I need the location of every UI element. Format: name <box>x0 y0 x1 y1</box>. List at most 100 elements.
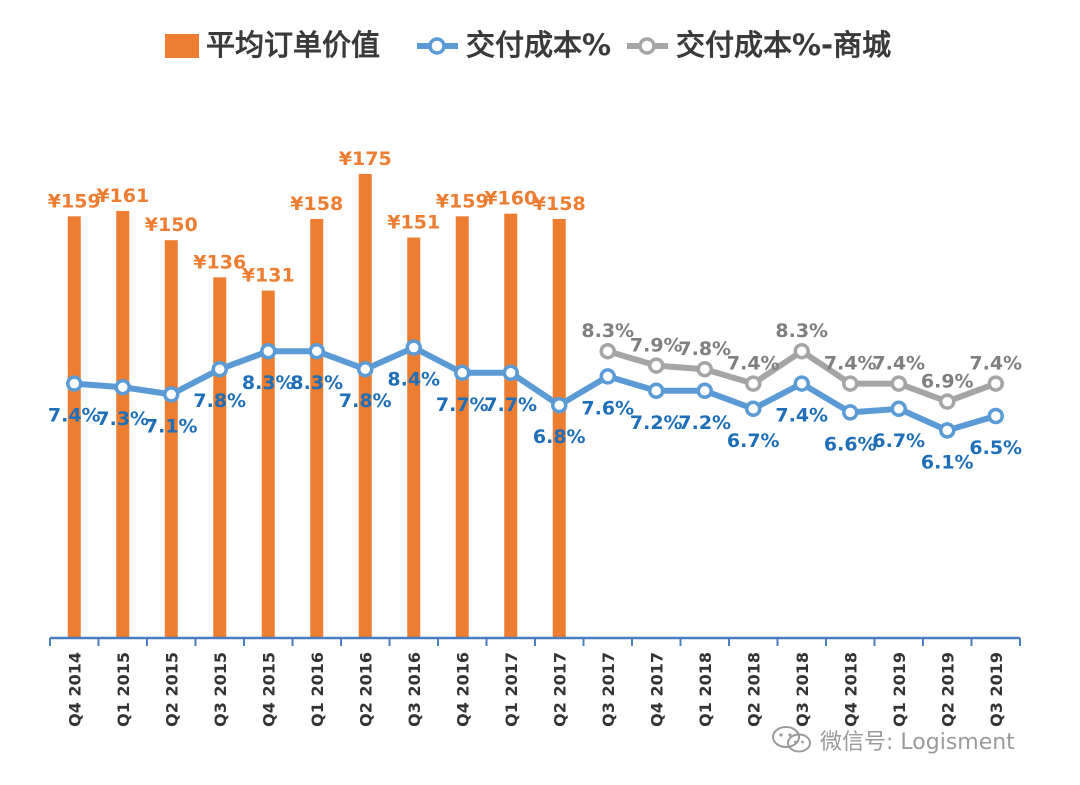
x-tick-label: Q4 2015 <box>259 652 278 727</box>
x-tick-label: Q2 2017 <box>550 652 569 727</box>
bar-data-label: ¥158 <box>290 193 343 215</box>
line-data-label: 7.7% <box>436 394 489 416</box>
line-data-label: 7.2% <box>630 412 683 434</box>
line-data-label: 7.4% <box>969 353 1022 375</box>
line-marker <box>793 375 810 392</box>
line-marker <box>696 360 713 378</box>
bar <box>164 240 178 638</box>
bar <box>213 277 227 638</box>
x-tick-label: Q4 2016 <box>453 652 472 727</box>
bar-data-label: ¥161 <box>96 185 149 207</box>
bar <box>358 173 372 638</box>
x-tick-label: Q2 2018 <box>744 652 763 727</box>
line-marker <box>890 400 907 418</box>
line-data-label: 7.8% <box>678 338 731 360</box>
line-data-label: 7.7% <box>484 394 537 416</box>
x-axis <box>49 636 1021 646</box>
line-marker <box>745 400 762 418</box>
line-marker <box>939 422 956 439</box>
bar-data-label: ¥159 <box>436 190 489 212</box>
bar-data-label: ¥158 <box>533 193 586 215</box>
line-marker <box>163 386 180 403</box>
line-data-label: 7.2% <box>678 412 731 434</box>
legend-label: 交付成本% <box>466 28 611 62</box>
bar-data-label: ¥159 <box>48 190 101 212</box>
bar <box>552 218 566 638</box>
line-marker <box>405 339 422 356</box>
line-marker <box>454 364 471 382</box>
x-tick-label: Q1 2016 <box>308 652 327 727</box>
wechat-icon <box>772 726 811 753</box>
bar <box>116 211 130 638</box>
x-tick-labels: Q4 2014 Q1 2015 Q2 2015 Q3 2015 Q4 2015 Q1 20… <box>65 652 1006 727</box>
line-data-label: 6.6% <box>824 433 877 455</box>
x-tick-label: Q2 2016 <box>356 652 375 727</box>
legend-swatch-marker <box>428 37 446 55</box>
line-data-label: 6.5% <box>969 437 1022 459</box>
x-tick-label: Q4 2018 <box>841 652 860 727</box>
line-data-label: 7.9% <box>630 335 683 357</box>
legend-label: 平均订单价值 <box>206 28 380 62</box>
line-marker <box>939 393 956 410</box>
x-tick-label: Q3 2019 <box>987 652 1006 727</box>
line-data-label: 7.8% <box>193 390 246 412</box>
line-marker <box>842 375 859 392</box>
line-data-label: 7.4% <box>727 353 780 375</box>
line-data-label: 6.7% <box>872 430 925 452</box>
line-data-label: 8.3% <box>242 372 295 394</box>
bar <box>504 213 518 638</box>
x-tick-label: Q1 2015 <box>114 652 133 727</box>
line-marker <box>114 378 131 396</box>
legend-swatch-bar <box>165 34 199 58</box>
line-series: 8.3%7.9%7.8%7.4%8.3%7.4%7.4%6.9%7.4%7.4%… <box>48 320 1022 473</box>
bar-data-label: ¥175 <box>339 148 392 170</box>
line-marker <box>745 375 762 392</box>
x-tick-label: Q3 2015 <box>211 652 230 727</box>
line-data-label: 8.3% <box>290 372 343 394</box>
line-marker <box>502 364 519 382</box>
x-tick-label: Q3 2017 <box>599 652 618 727</box>
line-data-label: 7.8% <box>339 390 392 412</box>
line-marker <box>987 375 1004 392</box>
x-tick-label: Q1 2017 <box>502 652 521 727</box>
x-tick-label: Q2 2019 <box>938 652 957 727</box>
legend: 平均订单价值 交付成本% 交付成本%-商城 <box>165 28 891 62</box>
line-marker <box>357 360 374 378</box>
line-marker <box>793 342 810 360</box>
bar-data-label: ¥151 <box>387 212 440 234</box>
line-data-label: 6.1% <box>921 451 974 473</box>
line-marker <box>551 396 568 414</box>
line-data-label: 6.9% <box>921 371 974 393</box>
line-marker <box>842 404 859 421</box>
bar-data-label: ¥136 <box>193 251 246 273</box>
line-marker <box>890 375 907 392</box>
line-marker <box>211 360 228 378</box>
line-data-label: 8.3% <box>775 320 828 342</box>
x-tick-label: Q2 2015 <box>162 652 181 727</box>
line-data-label: 7.4% <box>775 405 828 427</box>
bar-series <box>67 173 566 638</box>
bar <box>67 216 81 638</box>
bar <box>407 237 421 638</box>
line-marker <box>599 368 616 385</box>
line-marker <box>66 375 83 392</box>
bar-data-label: ¥131 <box>242 265 295 287</box>
bar <box>261 290 275 638</box>
x-tick-label: Q1 2018 <box>696 652 715 727</box>
x-tick-label: Q4 2017 <box>647 652 666 727</box>
line-marker <box>696 382 713 400</box>
line-marker <box>260 342 277 360</box>
line-marker <box>599 342 616 360</box>
line-marker <box>648 357 665 374</box>
line-data-label: 6.8% <box>533 426 586 448</box>
line-data-label: 8.3% <box>581 320 634 342</box>
watermark: 微信号: Logisment <box>770 720 1060 760</box>
line-data-label: 7.6% <box>581 397 634 419</box>
line-data-label: 7.1% <box>145 415 198 437</box>
line-data-label: 7.4% <box>48 405 101 427</box>
bar-labels: ¥159¥161¥150¥136¥131¥158¥175¥151¥159¥160… <box>48 148 586 287</box>
line-marker <box>648 382 665 400</box>
x-tick-label: Q3 2018 <box>793 652 812 727</box>
line-data-label: 8.4% <box>387 369 440 391</box>
